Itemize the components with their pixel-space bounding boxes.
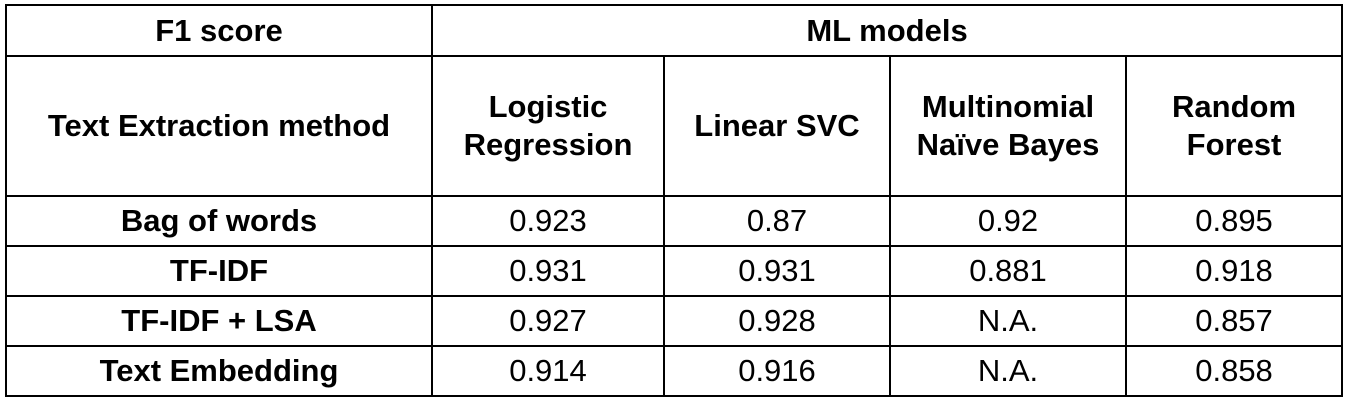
row-method-label: Text Embedding [5, 345, 433, 397]
table-cell: 0.931 [431, 245, 665, 297]
table-cell: 0.928 [663, 295, 891, 347]
table-cell: 0.927 [431, 295, 665, 347]
f1-score-table: F1 score ML models Text Extraction metho… [5, 4, 1344, 397]
column-header-multinomial-naive-bayes: Multinomial Naïve Bayes [889, 55, 1127, 197]
column-header-linear-svc: Linear SVC [663, 55, 891, 197]
table-cell: 0.87 [663, 195, 891, 247]
column-header-random-forest: Random Forest [1124, 55, 1344, 197]
column-header-logistic-regression: Logistic Regression [431, 55, 665, 197]
table-column-header-row: Text Extraction method Logistic Regressi… [5, 55, 1344, 197]
corner-header-cell: F1 score [5, 4, 433, 57]
row-method-label: TF-IDF [5, 245, 433, 297]
method-column-header: Text Extraction method [5, 55, 433, 197]
table-cell: 0.914 [431, 345, 665, 397]
table-cell: 0.931 [663, 245, 891, 297]
row-method-label: Bag of words [5, 195, 433, 247]
table-cell: 0.858 [1124, 345, 1344, 397]
column-header-line: Multinomial [921, 89, 1095, 124]
table-row: Text Embedding 0.914 0.916 N.A. 0.858 [5, 345, 1344, 397]
table-cell: 0.918 [1124, 245, 1344, 297]
column-header-line: Random [1172, 89, 1297, 124]
table-cell: 0.881 [889, 245, 1127, 297]
table-cell: 0.916 [663, 345, 891, 397]
table-cell: 0.857 [1124, 295, 1344, 347]
table-cell: N.A. [889, 345, 1127, 397]
table-row: TF-IDF 0.931 0.931 0.881 0.918 [5, 245, 1344, 297]
table-cell: 0.923 [431, 195, 665, 247]
column-header-line: Regression [463, 127, 633, 162]
table-row: TF-IDF + LSA 0.927 0.928 N.A. 0.857 [5, 295, 1344, 347]
column-header-line: Linear SVC [694, 108, 860, 143]
column-header-line: Forest [1186, 127, 1282, 162]
table-cell: N.A. [889, 295, 1127, 347]
table-cell: 0.895 [1124, 195, 1344, 247]
table-row: Bag of words 0.923 0.87 0.92 0.895 [5, 195, 1344, 247]
table-top-header-row: F1 score ML models [5, 4, 1344, 57]
column-header-line: Logistic [488, 89, 608, 124]
row-method-label: TF-IDF + LSA [5, 295, 433, 347]
table-cell: 0.92 [889, 195, 1127, 247]
ml-models-group-header: ML models [430, 4, 1344, 57]
column-header-line: Naïve Bayes [916, 127, 1100, 162]
